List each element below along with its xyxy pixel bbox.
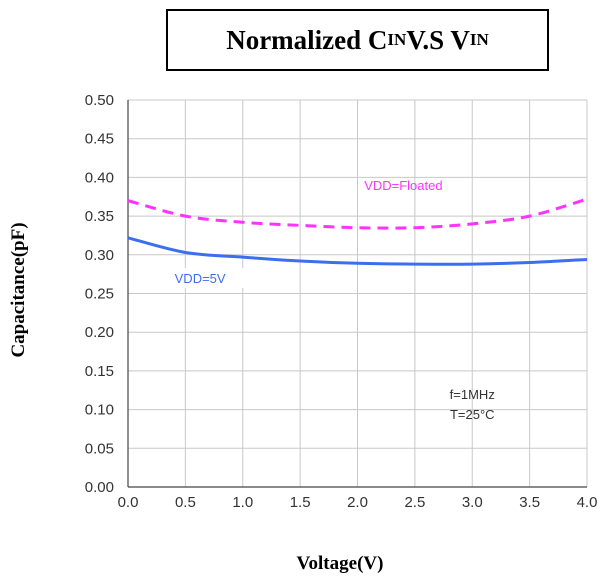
x-axis-label: Voltage(V) <box>297 553 384 574</box>
series-line-vdd-5v <box>127 236 588 266</box>
condition-annotation: f=1MHz <box>450 387 495 402</box>
x-tick-label: 2.0 <box>347 494 368 511</box>
series-label-vdd-floated: VDD=Floated <box>364 178 442 193</box>
chart-title: Normalized C IN V.S V IN <box>166 9 549 71</box>
title-sub-in-2: IN <box>469 30 489 49</box>
y-tick-label: 0.15 <box>85 363 114 380</box>
series-group <box>127 197 588 266</box>
x-tick-label: 0.5 <box>175 494 196 511</box>
annotations: VDD=Floated VDD=5V f=1MHz T=25°C <box>152 178 495 422</box>
y-axis-label: Capacitance(pF) <box>8 222 29 357</box>
x-tick-label: 4.0 <box>577 494 597 511</box>
y-tick-label: 0.10 <box>85 402 114 419</box>
x-tick-label: 3.0 <box>462 494 483 511</box>
x-tick-label: 3.5 <box>519 494 540 511</box>
y-tick-label: 0.20 <box>85 324 114 341</box>
x-tick-label: 1.0 <box>232 494 253 511</box>
series-label-vdd-5v: VDD=5V <box>175 271 226 286</box>
series-label-background <box>152 268 249 289</box>
y-tick-label: 0.35 <box>85 208 114 225</box>
series-line-vdd-floated <box>127 197 588 230</box>
grid <box>127 99 588 488</box>
x-tick-label: 0.0 <box>118 494 139 511</box>
condition-annotation: T=25°C <box>450 407 495 422</box>
title-mid: V.S V <box>406 24 470 55</box>
y-tick-label: 0.25 <box>85 286 114 303</box>
tick-labels: 0.0 0.5 1.0 1.5 2.0 2.5 3.0 3.5 4.0 0.00 0.05 0.10 0… <box>85 92 597 511</box>
y-tick-label: 0.50 <box>85 92 114 109</box>
y-tick-label: 0.05 <box>85 440 114 457</box>
x-tick-label: 2.5 <box>404 494 425 511</box>
y-tick-label: 0.00 <box>85 479 114 496</box>
title-main: Normalized C <box>226 24 388 55</box>
y-tick-label: 0.30 <box>85 247 114 264</box>
axes <box>127 100 587 488</box>
y-tick-label: 0.45 <box>85 131 114 148</box>
y-tick-label: 0.40 <box>85 169 114 186</box>
title-sub-in-1: IN <box>387 30 407 49</box>
x-tick-label: 1.5 <box>290 494 311 511</box>
